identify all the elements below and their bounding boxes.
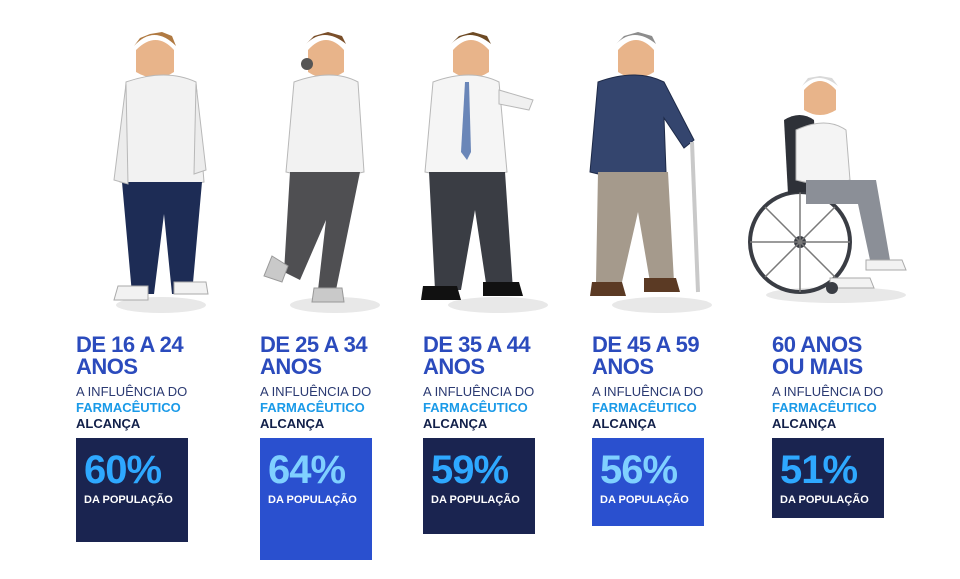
- population-label: DA POPULAÇÃO: [780, 494, 869, 506]
- reach-text: ALCANÇA: [592, 416, 657, 431]
- percentage-box: 64% DA POPULAÇÃO: [260, 438, 372, 560]
- influence-text: A INFLUÊNCIA DO: [592, 384, 704, 399]
- percentage-value: 59%: [431, 448, 509, 492]
- percentage-value: 56%: [600, 448, 678, 492]
- age-group-16-24: DE 16 A 24 ANOS A INFLUÊNCIA DO FARMACÊUT…: [76, 0, 256, 579]
- man-in-wheelchair-figure: [748, 76, 907, 303]
- age-range-label: DE 16 A 24 ANOS: [76, 332, 184, 379]
- population-label: DA POPULAÇÃO: [84, 494, 173, 506]
- age-group-60-plus: 60 ANOS OU MAIS A INFLUÊNCIA DO FARMACÊUT…: [748, 0, 952, 579]
- man-with-headphones-figure: [263, 32, 380, 313]
- influence-text: A INFLUÊNCIA DO: [423, 384, 535, 399]
- reach-text: ALCANÇA: [76, 416, 141, 431]
- percentage-box: 51% DA POPULAÇÃO: [772, 438, 884, 518]
- age-range-label: DE 25 A 34 ANOS: [260, 332, 368, 379]
- percentage-box: 56% DA POPULAÇÃO: [592, 438, 704, 526]
- profession-text: FARMACÊUTICO: [772, 400, 877, 415]
- businessman-figure: [421, 32, 548, 313]
- reach-text: ALCANÇA: [423, 416, 488, 431]
- profession-text: FARMACÊUTICO: [592, 400, 697, 415]
- age-range-label: DE 35 A 44 ANOS: [423, 332, 531, 379]
- population-label: DA POPULAÇÃO: [431, 494, 520, 506]
- young-man-figure: [113, 32, 209, 313]
- population-label: DA POPULAÇÃO: [268, 494, 357, 506]
- percentage-value: 51%: [780, 448, 858, 492]
- percentage-box: 59% DA POPULAÇÃO: [423, 438, 535, 534]
- age-range-label: DE 45 A 59 ANOS: [592, 332, 700, 379]
- profession-text: FARMACÊUTICO: [76, 400, 181, 415]
- influence-text: A INFLUÊNCIA DO: [772, 384, 884, 399]
- percentage-value: 64%: [268, 448, 346, 492]
- population-label: DA POPULAÇÃO: [600, 494, 689, 506]
- age-group-25-34: DE 25 A 34 ANOS A INFLUÊNCIA DO FARMACÊUT…: [260, 0, 440, 579]
- reach-text: ALCANÇA: [772, 416, 837, 431]
- profession-text: FARMACÊUTICO: [260, 400, 365, 415]
- age-group-45-59: DE 45 A 59 ANOS A INFLUÊNCIA DO FARMACÊUT…: [589, 0, 772, 579]
- elderly-man-with-cane-figure: [589, 32, 712, 313]
- influence-text: A INFLUÊNCIA DO: [76, 384, 188, 399]
- profession-text: FARMACÊUTICO: [423, 400, 528, 415]
- age-group-35-44: DE 35 A 44 ANOS A INFLUÊNCIA DO FARMACÊUT…: [421, 0, 603, 579]
- influence-text: A INFLUÊNCIA DO: [260, 384, 372, 399]
- age-range-label: 60 ANOS OU MAIS: [772, 332, 863, 379]
- reach-text: ALCANÇA: [260, 416, 325, 431]
- percentage-value: 60%: [84, 448, 162, 492]
- percentage-box: 60% DA POPULAÇÃO: [76, 438, 188, 542]
